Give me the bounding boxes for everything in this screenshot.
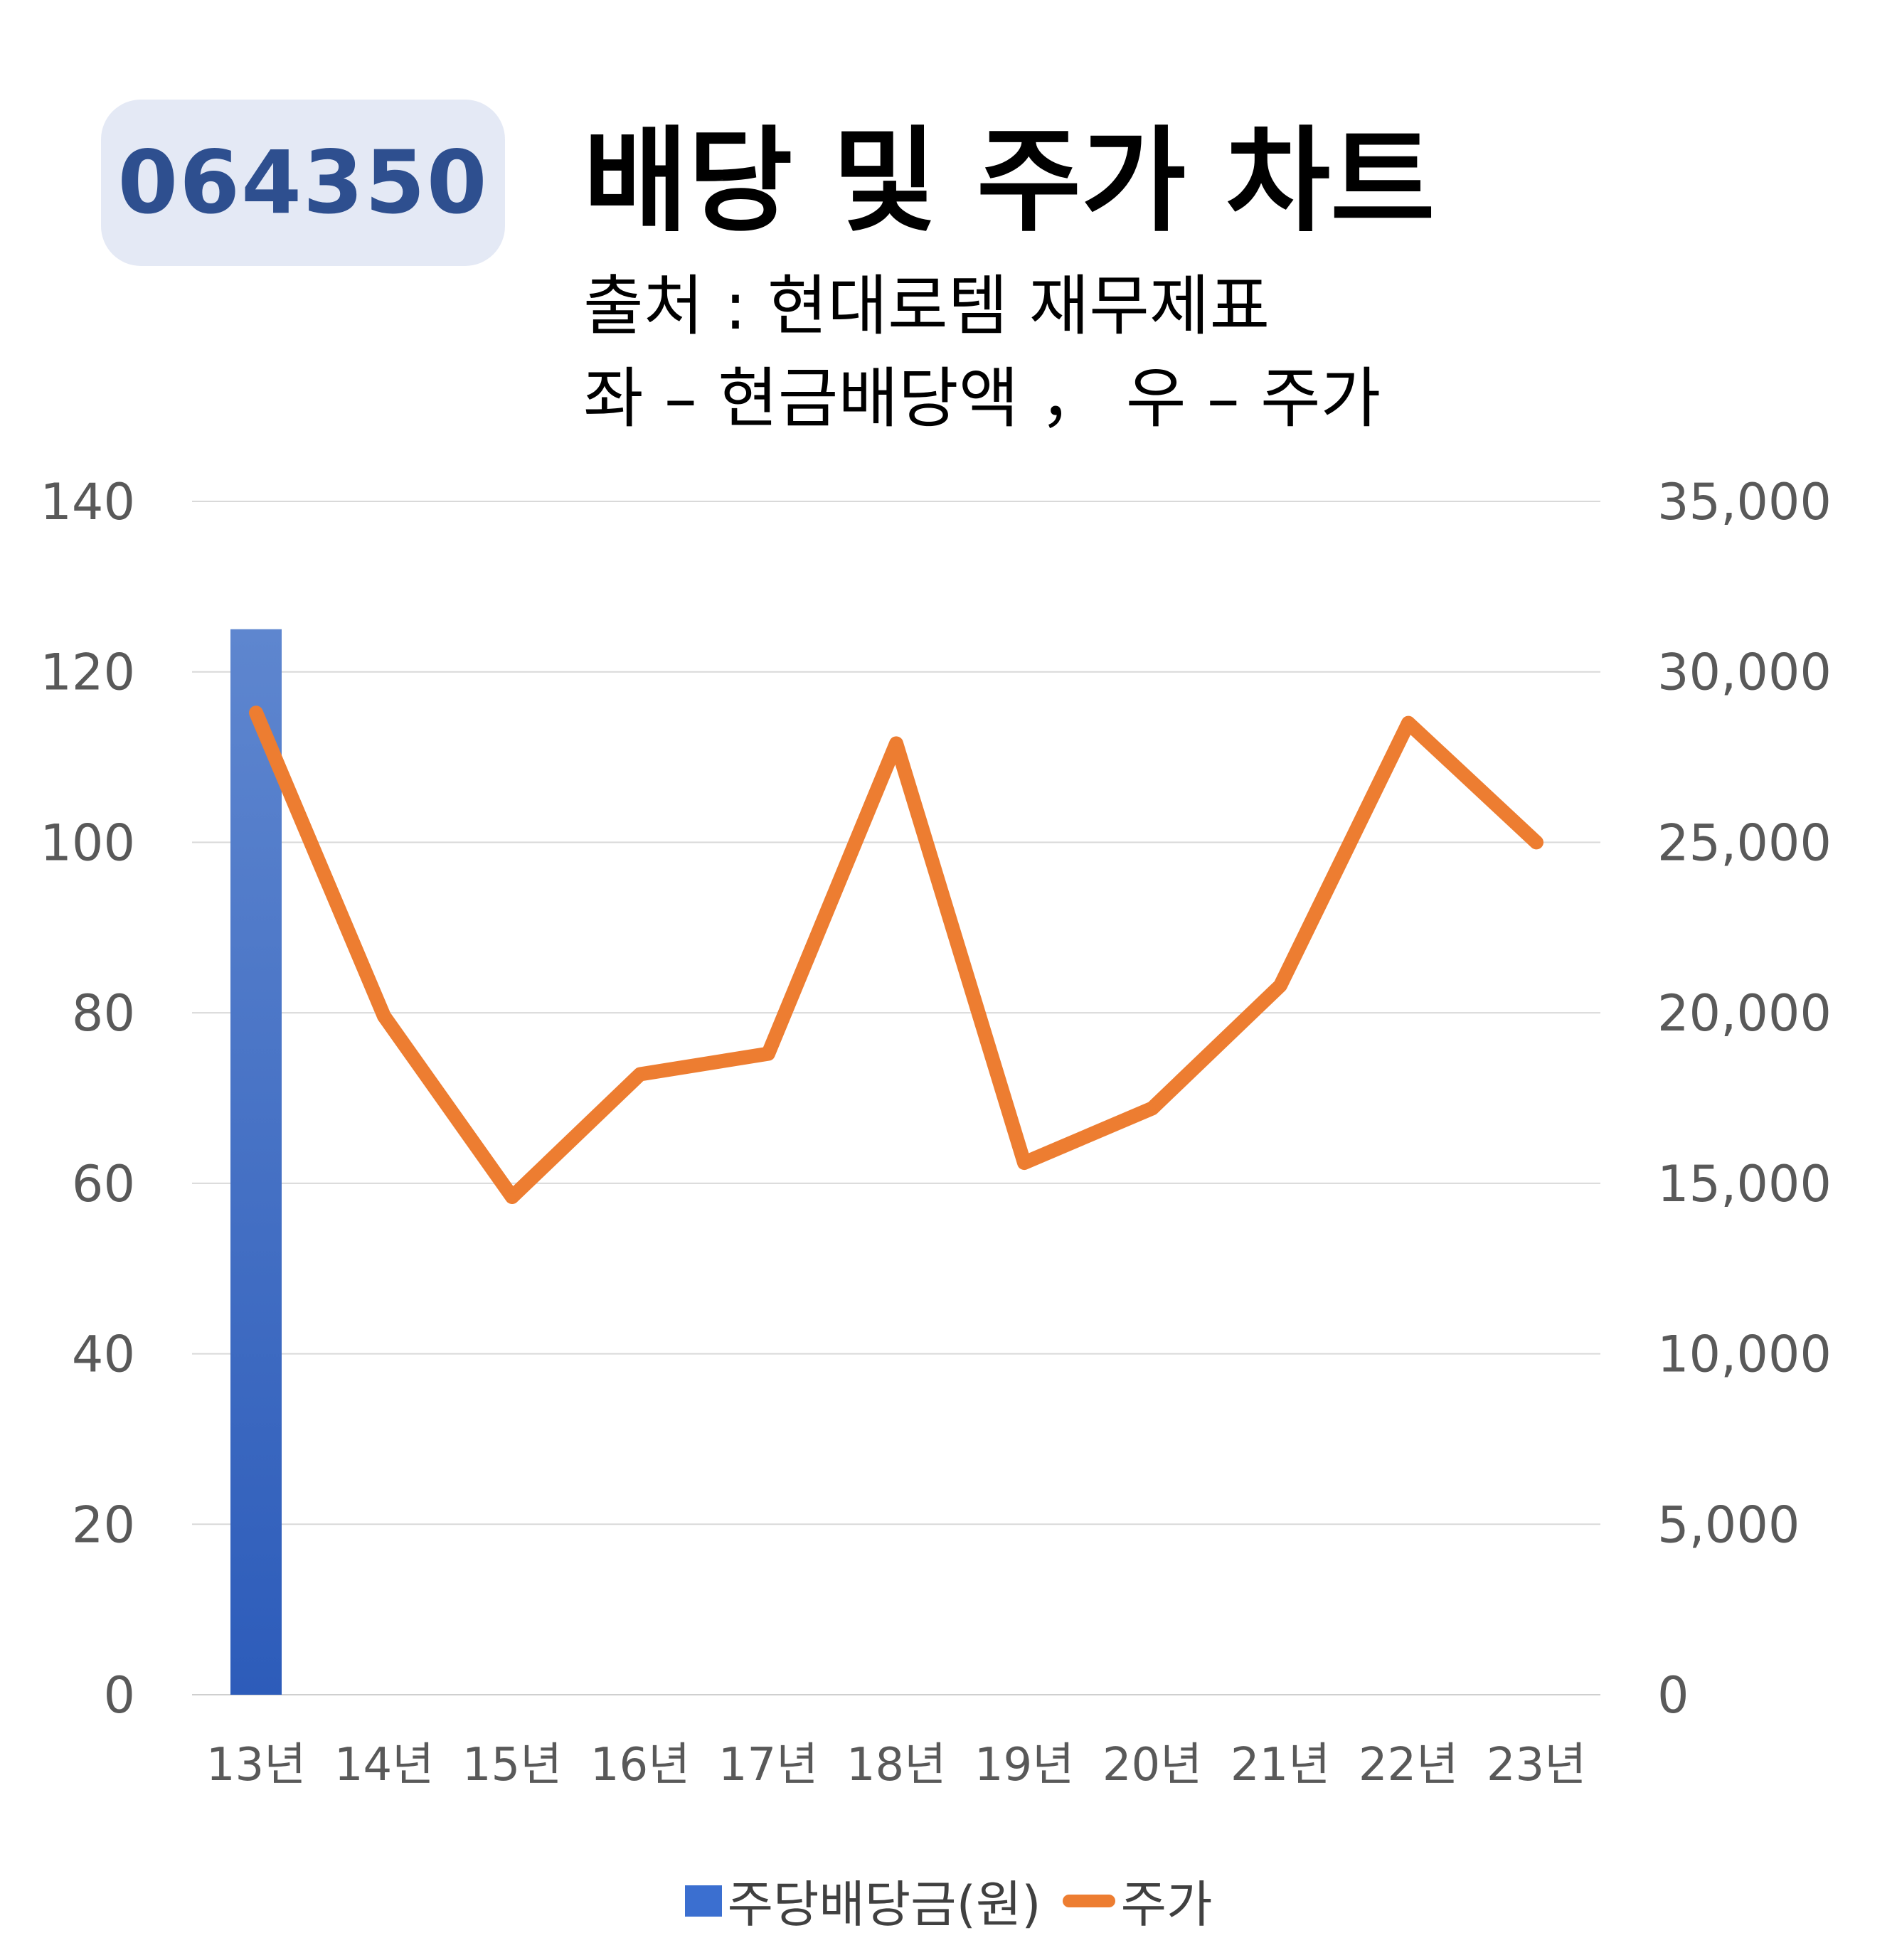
line-series [249,705,1543,1205]
right-tick-label: 35,000 [1657,473,1832,531]
x-tick-label: 22년 [1359,1739,1458,1791]
right-tick-label: 20,000 [1657,984,1832,1043]
price-point [893,740,900,747]
legend-item-dividend: 주당배당금(원) [684,1865,1041,1937]
x-tick-label: 16년 [590,1739,690,1791]
x-tick-label: 14년 [334,1739,434,1791]
right-tick-label: 15,000 [1657,1155,1832,1213]
left-tick-label: 140 [40,473,135,531]
price-line [249,705,1543,1205]
grid-lines [192,501,1600,1695]
left-tick-label: 0 [103,1666,135,1725]
price-point [1021,1159,1028,1167]
x-tick-label: 17년 [718,1739,818,1791]
left-tick-label: 80 [72,984,135,1043]
price-point [1405,719,1412,727]
right-tick-label: 30,000 [1657,644,1832,702]
left-tick-label: 40 [72,1326,135,1384]
right-tick-label: 0 [1657,1666,1689,1725]
x-tick-label: 20년 [1102,1739,1202,1791]
chart-source: 출처 : 현대로템 재무제표 [583,268,1270,344]
price-point [1149,1104,1156,1112]
x-tick-label: 21년 [1231,1739,1330,1791]
x-tick-label: 15년 [462,1739,562,1791]
price-point [637,1070,644,1078]
axis-note: 좌 – 현금배당액 ， 우 – 주가 [583,361,1381,437]
left-tick-label: 20 [72,1496,135,1554]
right-axis: 0 5,000 10,000 15,000 20,000 25,000 30,000 35,0… [1657,473,1832,1725]
right-tick-label: 25,000 [1657,814,1832,872]
chart-title: 배당 및 주가 차트 [583,114,1435,247]
x-axis: 13년 14년 15년 16년 17년 18년 19년 20년 21년 22년 23년 [206,1739,1586,1791]
price-point [509,1193,516,1201]
price-point [381,1012,388,1020]
price-point [1533,838,1540,846]
left-axis: 0 20 40 60 80 100 120 140 [40,473,135,1725]
legend-bar-swatch [684,1885,722,1917]
left-tick-label: 100 [40,814,135,872]
legend-label-price: 주가 [1120,1875,1213,1934]
price-point [253,709,260,717]
ticker-code: 064350 [117,132,489,233]
legend-line-swatch [1062,1894,1115,1907]
bar-series [230,629,282,1695]
dividend-bar [230,629,282,1695]
left-tick-label: 60 [72,1155,135,1213]
x-tick-label: 19년 [974,1739,1074,1791]
legend: 주당배당금(원) 주가 [0,1865,1897,1937]
left-tick-label: 120 [40,644,135,702]
right-tick-label: 5,000 [1657,1496,1800,1554]
x-tick-label: 13년 [206,1739,306,1791]
legend-item-price: 주가 [1062,1865,1213,1937]
x-tick-label: 18년 [846,1739,946,1791]
x-tick-label: 23년 [1487,1739,1586,1791]
legend-label-dividend: 주당배당금(원) [727,1875,1041,1934]
price-point [765,1050,772,1058]
right-tick-label: 10,000 [1657,1326,1832,1384]
ticker-badge: 064350 [101,100,505,266]
price-point [1277,981,1284,989]
